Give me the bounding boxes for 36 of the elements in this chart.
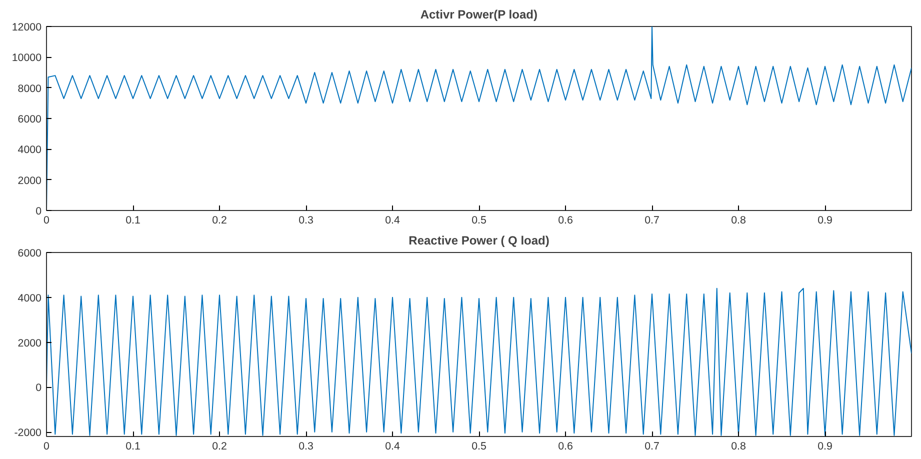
x-tick-label: 0.3 [298, 214, 314, 226]
x-tick-label: 0.1 [126, 440, 140, 452]
line-series [46, 288, 912, 436]
x-tick-label: 0.1 [126, 214, 140, 226]
y-tick-label: 2000 [18, 174, 42, 187]
y-tick-label: 8000 [18, 82, 42, 95]
x-tick-label: 0 [44, 214, 50, 226]
chart-title: Activr Power(P load) [420, 8, 538, 22]
x-tick-label: 0.7 [644, 440, 660, 452]
x-tick-label: 0.5 [472, 440, 486, 452]
chart-title: Reactive Power ( Q load) [408, 234, 550, 248]
x-tick-label: 0.5 [472, 214, 486, 226]
x-tick-label: 0.4 [385, 214, 400, 226]
x-tick-label: 0.6 [558, 214, 573, 226]
y-tick-label: 6000 [18, 248, 42, 260]
y-tick-label: 2000 [18, 337, 42, 350]
x-tick-label: 0.6 [558, 440, 573, 452]
x-tick-label: 0.9 [818, 440, 832, 452]
x-tick-label: 0.8 [731, 214, 746, 226]
y-tick-label: 0 [36, 206, 42, 218]
y-tick-label: 4000 [18, 292, 42, 304]
x-tick-label: 0.2 [212, 440, 227, 452]
x-tick-label: 0.8 [731, 440, 746, 452]
y-tick-label: 4000 [18, 144, 42, 156]
x-tick-label: 0 [44, 440, 50, 452]
y-tick-label: -2000 [14, 427, 42, 440]
x-tick-label: 0.4 [385, 440, 400, 452]
x-tick-label: 0.2 [212, 214, 227, 226]
y-tick-label: 0 [36, 382, 42, 394]
x-tick-label: 0.3 [298, 440, 314, 452]
x-tick-label: 0.7 [644, 214, 660, 226]
x-tick-label: 0.9 [818, 214, 832, 226]
line-series [46, 26, 912, 210]
y-tick-label: 6000 [18, 114, 42, 126]
y-tick-label: 12000 [12, 22, 42, 34]
y-tick-label: 10000 [12, 52, 42, 64]
